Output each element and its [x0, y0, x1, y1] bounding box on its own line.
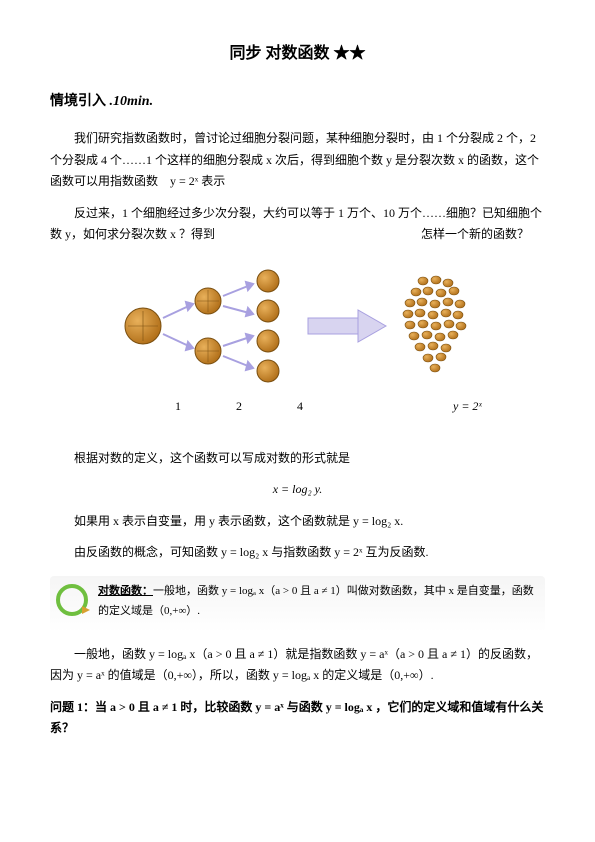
callout-body: 一般地，函数 y = logₐ x（a > 0 且 a ≠ 1）叫做对数函数，其…	[98, 585, 534, 617]
formula-1: x = log₂ y.	[50, 479, 545, 501]
paragraph-5: 由反函数的概念，可知函数 y = log₂ x 与指数函数 y = 2ˣ 互为反…	[50, 542, 545, 564]
callout-title: 对数函数：	[98, 585, 153, 597]
paragraph-6: 一般地，函数 y = logₐ x（a > 0 且 a ≠ 1）就是指数函数 y…	[50, 644, 545, 687]
paragraph-2: 反过来，1 个细胞经过多少次分裂，大约可以等于 1 万个、10 万个……细胞？已…	[50, 203, 545, 246]
definition-callout: 对数函数：一般地，函数 y = logₐ x（a > 0 且 a ≠ 1）叫做对…	[50, 576, 545, 632]
paragraph-3: 根据对数的定义，这个函数可以写成对数的形式就是	[50, 448, 545, 470]
diagram-label-4: 4	[297, 396, 303, 418]
diagram-label-1: 1	[175, 396, 181, 418]
paragraph-2b: 怎样一个新的函数？	[421, 227, 529, 241]
callout-text: 对数函数：一般地，函数 y = logₐ x（a > 0 且 a ≠ 1）叫做对…	[98, 582, 541, 622]
diagram-label-2: 2	[236, 396, 242, 418]
section-time: .10min.	[110, 94, 154, 109]
section-heading: 情境引入 .10min.	[50, 89, 545, 114]
paragraph-4: 如果用 x 表示自变量，用 y 表示函数，这个函数就是 y = log₂ x.	[50, 511, 545, 533]
page-title: 同步 对数函数 ★★	[50, 40, 545, 69]
paragraph-1: 我们研究指数函数时，曾讨论过细胞分裂问题，某种细胞分裂时，由 1 个分裂成 2 …	[50, 128, 545, 193]
section-label: 情境引入	[50, 94, 106, 109]
callout-icon	[54, 582, 90, 626]
cell-division-diagram	[50, 266, 545, 386]
question-1: 问题 1：当 a > 0 且 a ≠ 1 时，比较函数 y = aˣ 与函数 y…	[50, 697, 545, 740]
diagram-label-y: y = 2ˣ	[453, 396, 482, 418]
diagram-labels: 1 2 4 y = 2ˣ	[50, 396, 545, 418]
